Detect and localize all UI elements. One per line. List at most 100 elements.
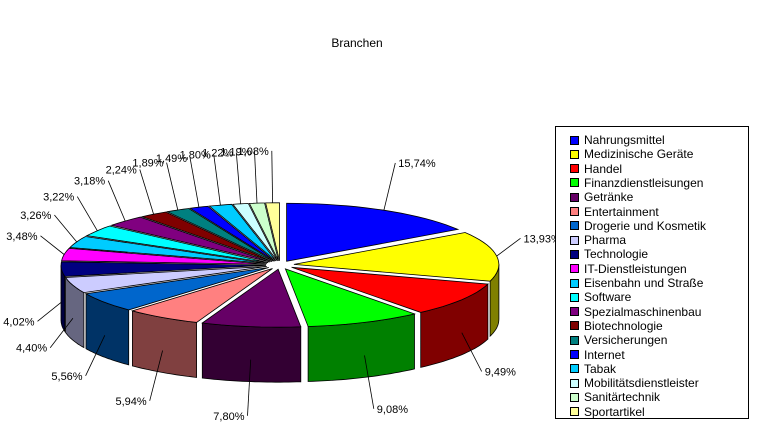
- legend-item: Software: [570, 290, 631, 304]
- data-label: 9,08%: [377, 404, 408, 416]
- data-label: 15,74%: [398, 158, 436, 170]
- leader-line: [139, 169, 154, 215]
- pie-slice-5: [201, 268, 302, 328]
- leader-line: [235, 152, 241, 204]
- legend-label: Spezialmaschinenbau: [584, 304, 702, 319]
- leader-line: [149, 350, 163, 401]
- legend-label: Finanzdienstleisungen: [584, 175, 704, 190]
- legend-swatch: [570, 135, 579, 145]
- legend-item: Eisenbahn und Straße: [570, 276, 703, 290]
- leader-line: [189, 158, 200, 208]
- pie-slice-10: [61, 247, 267, 265]
- legend-item: Getränke: [570, 190, 633, 204]
- legend-label: Biotechnologie: [584, 318, 663, 333]
- legend-label: Eisenbahn und Straße: [584, 276, 704, 290]
- leader-line: [213, 154, 221, 206]
- legend-swatch: [570, 307, 579, 317]
- legend-swatch: [570, 292, 579, 302]
- legend-label: Technologie: [584, 247, 649, 262]
- legend-label: Sportartikel: [584, 404, 645, 419]
- leader-line: [76, 196, 98, 231]
- data-label: 4,02%: [3, 316, 34, 328]
- leader-line: [271, 150, 273, 203]
- legend-swatch: [570, 178, 579, 188]
- legend-item: Internet: [570, 348, 625, 362]
- legend-swatch: [570, 192, 579, 202]
- data-label: 13,93%: [524, 233, 562, 245]
- legend-swatch: [570, 378, 579, 388]
- data-label: 1,49%: [156, 153, 187, 165]
- leader-line: [166, 162, 179, 211]
- legend-item: Drogerie und Kosmetik: [570, 219, 706, 233]
- pie-slice-6: [130, 268, 273, 323]
- legend-label: Internet: [584, 347, 625, 362]
- legend-item: Entertainment: [570, 205, 659, 219]
- legend-label: Medizinische Geräte: [584, 147, 694, 162]
- pie-slice-12: [85, 225, 269, 264]
- data-label: 4,40%: [16, 343, 47, 355]
- data-label: 1,08%: [238, 146, 269, 158]
- leader-line: [461, 332, 483, 372]
- pie-slice-4: [284, 268, 416, 327]
- data-label: 3,26%: [20, 210, 51, 222]
- pie-slice-side-5: [201, 322, 302, 383]
- legend-label: Pharma: [584, 233, 627, 248]
- legend-label: Getränke: [584, 190, 634, 205]
- legend-label: IT-Dienstleistungen: [584, 261, 687, 276]
- legend-label: Entertainment: [584, 204, 659, 219]
- legend-item: Sanitärtechnik: [570, 390, 660, 404]
- leader-line: [496, 237, 521, 257]
- data-label: 3,22%: [43, 192, 74, 204]
- chart-title: Branchen: [331, 36, 383, 50]
- legend-label: Drogerie und Kosmetik: [584, 218, 707, 233]
- legend-swatch: [570, 164, 579, 174]
- legend-swatch: [570, 350, 579, 359]
- leader-line: [364, 355, 375, 409]
- legend-item: Tabak: [570, 362, 616, 376]
- legend-swatch: [570, 264, 579, 274]
- legend-item: Pharma: [570, 233, 626, 247]
- legend-swatch: [570, 249, 579, 259]
- data-label: 5,56%: [51, 371, 82, 383]
- legend-label: Handel: [584, 161, 623, 176]
- legend-swatch: [570, 149, 579, 159]
- legend-label: Tabak: [584, 361, 617, 376]
- leader-line: [40, 235, 65, 255]
- legend-swatch: [570, 392, 579, 402]
- legend-label: Versicherungen: [584, 333, 668, 348]
- leader-line: [49, 317, 74, 348]
- leader-line: [37, 301, 62, 322]
- pie-slice-11: [68, 236, 268, 264]
- legend-item: Biotechnologie: [570, 319, 663, 333]
- data-label: 7,80%: [213, 411, 244, 423]
- leader-line: [107, 180, 126, 222]
- data-label: 5,94%: [115, 396, 146, 408]
- legend-item: IT-Dienstleistungen: [570, 262, 687, 276]
- legend-swatch: [570, 221, 579, 231]
- legend-item: Sportartikel: [570, 405, 645, 419]
- leader-line: [383, 162, 396, 211]
- legend-swatch: [570, 321, 579, 331]
- data-label: 2,24%: [106, 165, 137, 177]
- legend-swatch: [570, 207, 579, 216]
- legend-item: Medizinische Geräte: [570, 147, 693, 161]
- legend-item: Handel: [570, 162, 622, 176]
- leader-line: [85, 335, 106, 376]
- data-label: 3,48%: [6, 231, 37, 243]
- legend-label: Software: [584, 290, 632, 305]
- pie-slice-2: [293, 232, 500, 282]
- data-label: 9,49%: [485, 367, 516, 379]
- legend-item: Technologie: [570, 247, 648, 261]
- data-label: 1,80%: [180, 150, 211, 162]
- legend-item: Versicherungen: [570, 333, 667, 347]
- pie-slice-9: [60, 261, 267, 277]
- legend-item: Mobilitätsdienstleister: [570, 376, 699, 390]
- leader-line: [54, 214, 78, 243]
- pie-slice-7: [84, 267, 269, 311]
- data-label: 3,18%: [74, 176, 105, 188]
- data-label: 1,19%: [220, 146, 251, 158]
- legend-swatch: [570, 407, 579, 417]
- leader-line: [247, 359, 252, 416]
- legend-swatch: [570, 364, 579, 374]
